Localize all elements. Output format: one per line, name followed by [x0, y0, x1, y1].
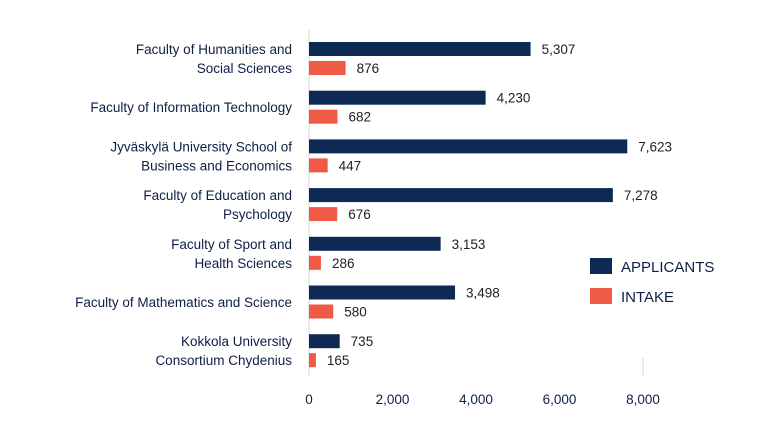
applicants-bar: [309, 188, 613, 203]
x-tick-label: 0: [305, 392, 313, 407]
applicants-bar: [309, 42, 531, 56]
applicants-bar: [309, 139, 628, 154]
legend-intake-label: INTAKE: [621, 289, 674, 306]
applicants-value-label: 3,498: [466, 286, 500, 301]
category-label: Social Sciences: [197, 61, 293, 76]
applicants-value-label: 4,230: [497, 91, 531, 106]
x-tick-label: 2,000: [376, 392, 410, 407]
intake-value-label: 165: [327, 353, 350, 368]
category-label: Faculty of Sport and: [171, 237, 292, 252]
intake-value-label: 580: [344, 305, 367, 320]
category-label: Consortium Chydenius: [155, 353, 292, 368]
intake-value-label: 676: [348, 207, 371, 222]
category-label: Faculty of Mathematics and Science: [75, 295, 292, 310]
legend-intake-swatch: [590, 288, 612, 304]
intake-bar: [309, 207, 338, 222]
category-label: Faculty of Humanities and: [136, 42, 292, 57]
intake-bar: [309, 109, 338, 124]
category-label: Health Sciences: [194, 256, 292, 271]
applicants-value-label: 735: [351, 334, 374, 349]
intake-value-label: 447: [339, 158, 362, 173]
category-label: Business and Economics: [141, 158, 292, 173]
applicants-value-label: 3,153: [452, 237, 486, 252]
x-tick-label: 6,000: [543, 392, 577, 407]
intake-bar: [309, 304, 334, 319]
applicants-bar: [309, 334, 340, 349]
bars-layer: [309, 42, 628, 368]
x-tick-label: 4,000: [459, 392, 493, 407]
x-tick-label: 8,000: [626, 392, 660, 407]
intake-value-label: 286: [332, 256, 355, 271]
intake-value-label: 876: [357, 61, 380, 76]
intake-bar: [309, 353, 316, 368]
category-label: Kokkola University: [181, 334, 292, 349]
category-label: Jyväskylä University School of: [110, 139, 292, 154]
legend: APPLICANTS INTAKE: [590, 258, 714, 306]
applicants-value-label: 7,278: [624, 188, 658, 203]
intake-bar: [309, 61, 346, 75]
applicants-bar: [309, 285, 456, 300]
legend-applicants-label: APPLICANTS: [621, 259, 714, 276]
category-label: Faculty of Information Technology: [90, 100, 292, 115]
category-label: Psychology: [223, 207, 292, 222]
intake-bar: [309, 158, 328, 173]
intake-bar: [309, 255, 321, 270]
axis-layer: [308, 30, 644, 376]
applicants-bar: [309, 90, 486, 105]
applicants-value-label: 7,623: [638, 139, 672, 154]
applicants-bar: [309, 236, 441, 251]
legend-applicants-swatch: [590, 258, 612, 274]
category-label: Faculty of Education and: [143, 188, 292, 203]
applicants-value-label: 5,307: [542, 42, 576, 57]
labels-layer: 0 2,000 4,000 6,000 8,000 Faculty of Humaniti…: [75, 42, 672, 407]
intake-value-label: 682: [348, 110, 371, 125]
